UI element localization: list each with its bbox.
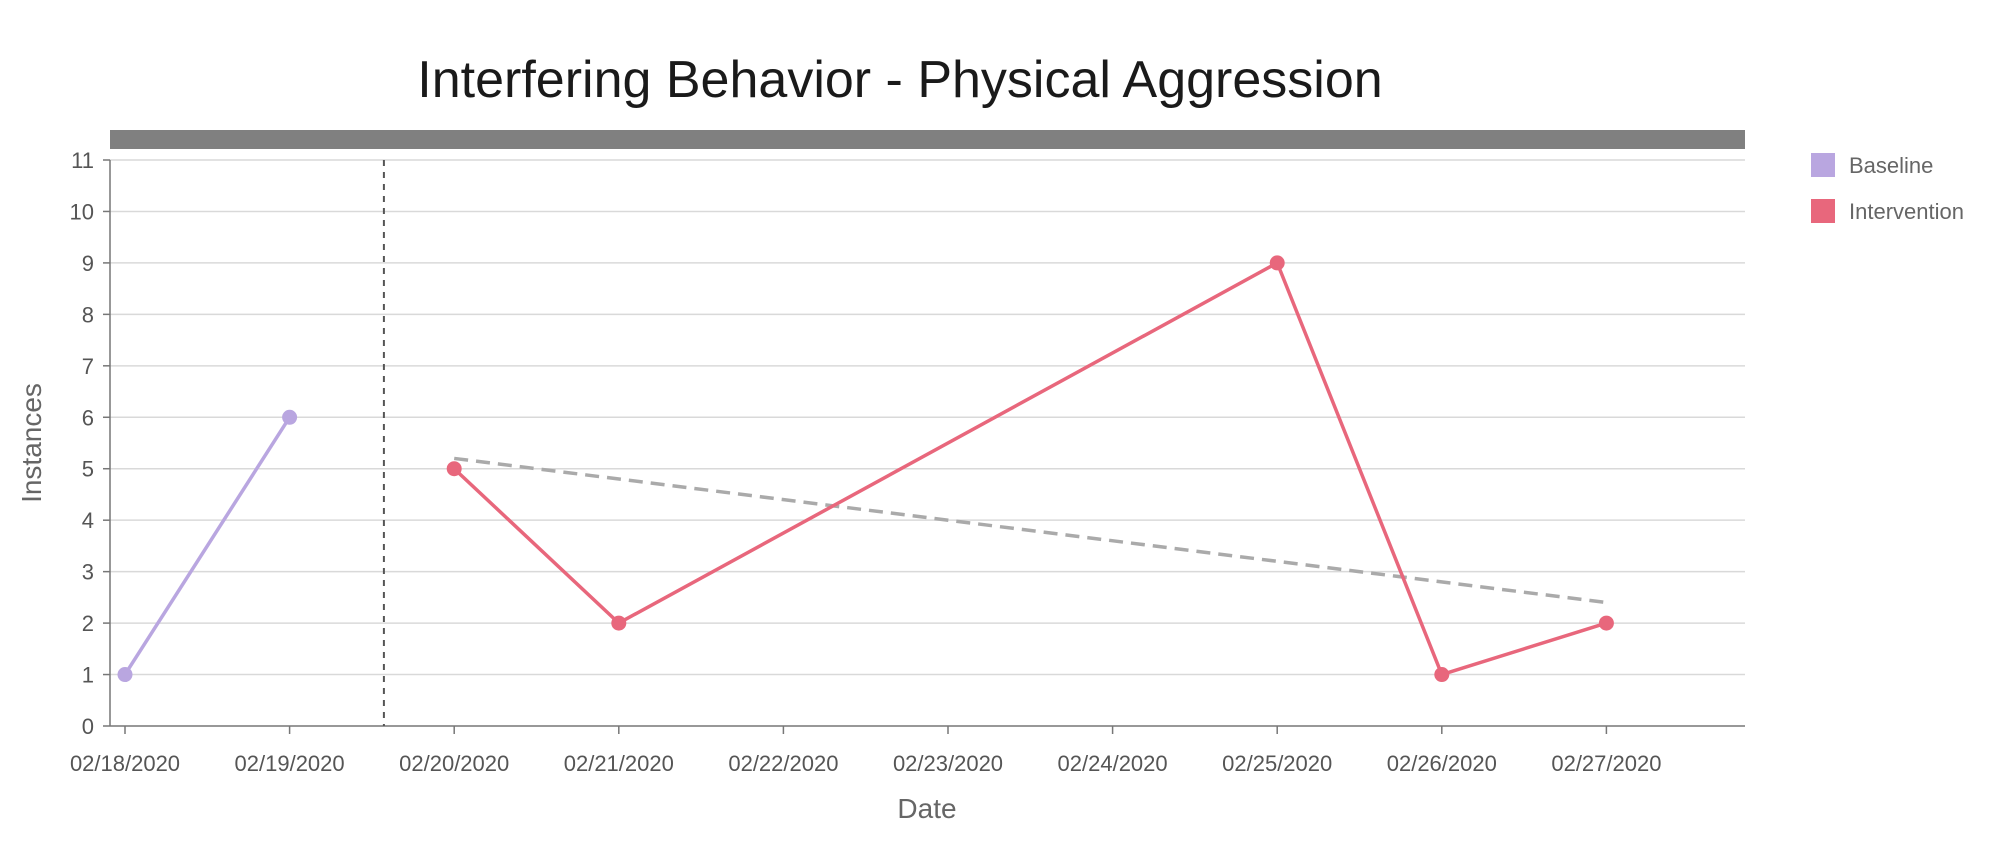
y-tick-label: 5 xyxy=(82,457,94,482)
axis-layer: 0 1 2 3 4 5 6 7 8 9 10 11 02/18/2020 02/19/2020 02/20/… xyxy=(70,148,1745,776)
x-tick-label: 02/24/2020 xyxy=(1058,751,1168,776)
y-tick-label: 7 xyxy=(82,354,94,379)
y-tick-label: 1 xyxy=(82,663,94,688)
y-axis-label: Instances xyxy=(16,383,47,503)
intervention-data-point xyxy=(446,461,462,477)
y-tick-label: 10 xyxy=(70,199,94,224)
trend-layer xyxy=(453,456,1607,605)
x-tick-label: 02/27/2020 xyxy=(1551,751,1661,776)
x-tick-label: 02/26/2020 xyxy=(1387,751,1497,776)
legend-label-baseline: Baseline xyxy=(1849,153,1933,178)
x-tick-label: 02/25/2020 xyxy=(1222,751,1332,776)
y-tick-label: 0 xyxy=(82,714,94,739)
x-tick-label: 02/18/2020 xyxy=(70,751,180,776)
top-band xyxy=(110,130,1745,149)
y-tick-label: 8 xyxy=(82,302,94,327)
baseline-series-line xyxy=(123,416,292,676)
baseline-data-point xyxy=(117,667,133,683)
x-tick-label: 02/21/2020 xyxy=(564,751,674,776)
chart-title: Interfering Behavior - Physical Aggressi… xyxy=(417,51,1382,109)
y-tick-label: 4 xyxy=(82,508,94,533)
y-tick-label: 2 xyxy=(82,611,94,636)
x-tick-label: 02/23/2020 xyxy=(893,751,1003,776)
y-tick-label: 9 xyxy=(82,251,94,276)
x-tick-label: 02/20/2020 xyxy=(399,751,509,776)
trend-line xyxy=(453,456,1607,605)
baseline-data-point xyxy=(282,409,298,425)
y-tick-label: 6 xyxy=(82,405,94,430)
y-tick-label: 3 xyxy=(82,560,94,585)
intervention-data-point xyxy=(1269,255,1285,271)
intervention-data-point xyxy=(1434,667,1450,683)
intervention-data-point xyxy=(1598,615,1614,631)
x-tick-label: 02/19/2020 xyxy=(235,751,345,776)
x-axis-label: Date xyxy=(897,793,956,824)
legend-label-intervention: Intervention xyxy=(1849,199,1964,224)
x-tick-label: 02/22/2020 xyxy=(728,751,838,776)
series-layer xyxy=(117,255,1614,683)
intervention-data-point xyxy=(611,615,627,631)
y-tick-label: 11 xyxy=(71,148,94,173)
legend: Baseline Intervention xyxy=(1811,153,1964,224)
grid-layer xyxy=(110,159,1745,676)
legend-swatch-intervention xyxy=(1811,199,1835,223)
legend-swatch-baseline xyxy=(1811,153,1835,177)
